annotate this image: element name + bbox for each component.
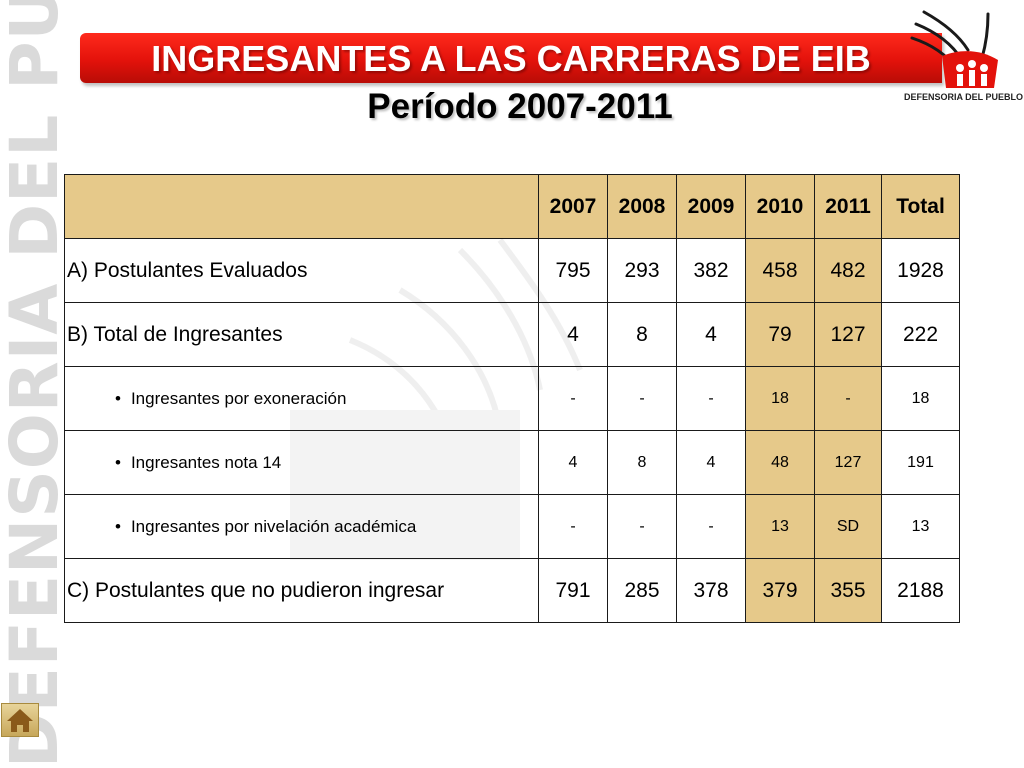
row-label: • Ingresantes por exoneración <box>64 366 539 431</box>
cell-total: 222 <box>881 302 960 367</box>
column-header-label <box>64 174 539 239</box>
table-row: • Ingresantes por exoneración - - - 18 - … <box>64 366 960 431</box>
cell-value: 127 <box>814 430 882 495</box>
table-row: A) Postulantes Evaluados 795 293 382 458… <box>64 238 960 303</box>
logo-text: DEFENSORIA DEL PUEBLO <box>904 92 1024 102</box>
cell-value: - <box>676 366 746 431</box>
table-row: • Ingresantes por nivelación académica - … <box>64 494 960 559</box>
cell-total: 1928 <box>881 238 960 303</box>
cell-total: 2188 <box>881 558 960 623</box>
cell-value: 48 <box>745 430 815 495</box>
cell-value: 482 <box>814 238 882 303</box>
cell-value: 8 <box>607 302 677 367</box>
row-label: B) Total de Ingresantes <box>64 302 539 367</box>
home-icon <box>7 709 33 732</box>
row-label: • Ingresantes por nivelación académica <box>64 494 539 559</box>
cell-total: 18 <box>881 366 960 431</box>
cell-value: - <box>676 494 746 559</box>
cell-total: 13 <box>881 494 960 559</box>
ingresantes-table: 2007 2008 2009 2010 2011 Total A) Postul… <box>64 174 960 623</box>
row-label: C) Postulantes que no pudieron ingresar <box>64 558 539 623</box>
cell-value: 791 <box>538 558 608 623</box>
cell-value: 379 <box>745 558 815 623</box>
row-label-text: Ingresantes nota 14 <box>130 452 282 472</box>
column-header-2011: 2011 <box>814 174 882 239</box>
cell-value: 4 <box>676 302 746 367</box>
column-header-2008: 2008 <box>607 174 677 239</box>
cell-value: - <box>538 366 608 431</box>
table-row: B) Total de Ingresantes 4 8 4 79 127 222 <box>64 302 960 367</box>
column-header-2007: 2007 <box>538 174 608 239</box>
cell-value: SD <box>814 494 882 559</box>
column-header-2009: 2009 <box>676 174 746 239</box>
cell-value: 4 <box>538 302 608 367</box>
bullet-icon: • <box>115 516 121 536</box>
cell-value: 8 <box>607 430 677 495</box>
cell-total: 191 <box>881 430 960 495</box>
row-label-text: Ingresantes por nivelación académica <box>130 516 417 536</box>
cell-value: 378 <box>676 558 746 623</box>
cell-value: - <box>814 366 882 431</box>
cell-value: 4 <box>676 430 746 495</box>
row-label: A) Postulantes Evaluados <box>64 238 539 303</box>
row-label-text: Ingresantes por exoneración <box>130 388 347 408</box>
cell-value: 382 <box>676 238 746 303</box>
cell-value: 355 <box>814 558 882 623</box>
cell-value: 13 <box>745 494 815 559</box>
cell-value: 285 <box>607 558 677 623</box>
title-band <box>80 33 942 83</box>
side-watermark-text: DEFENSORIA DEL PUEBLO <box>0 0 72 768</box>
side-watermark: DEFENSORIA DEL PUEBLO <box>0 0 72 768</box>
row-label: • Ingresantes nota 14 <box>64 430 539 495</box>
page-subtitle: Período 2007-2011 <box>367 87 673 126</box>
cell-value: 79 <box>745 302 815 367</box>
bullet-icon: • <box>115 452 121 472</box>
table-row: • Ingresantes nota 14 4 8 4 48 127 191 <box>64 430 960 495</box>
defensoria-logo <box>910 10 998 88</box>
cell-value: - <box>607 494 677 559</box>
cell-value: 293 <box>607 238 677 303</box>
home-button[interactable] <box>1 703 39 737</box>
column-header-total: Total <box>881 174 960 239</box>
table-row: C) Postulantes que no pudieron ingresar … <box>64 558 960 623</box>
bullet-icon: • <box>115 388 121 408</box>
page-title: INGRESANTES A LAS CARRERAS DE EIB <box>151 38 871 79</box>
cell-value: 18 <box>745 366 815 431</box>
cell-value: 127 <box>814 302 882 367</box>
cell-value: 795 <box>538 238 608 303</box>
table-header-row: 2007 2008 2009 2010 2011 Total <box>64 174 960 239</box>
cell-value: - <box>538 494 608 559</box>
column-header-2010: 2010 <box>745 174 815 239</box>
cell-value: 458 <box>745 238 815 303</box>
cell-value: - <box>607 366 677 431</box>
cell-value: 4 <box>538 430 608 495</box>
